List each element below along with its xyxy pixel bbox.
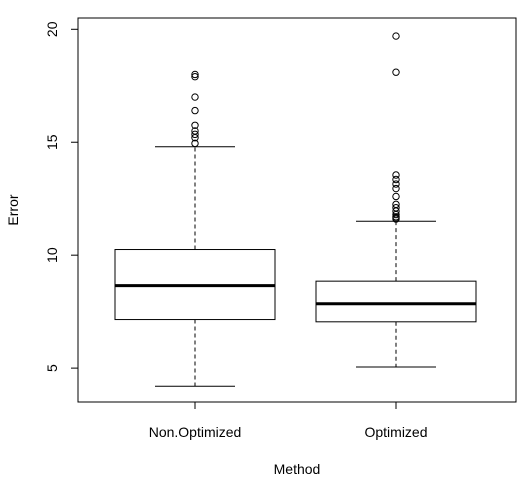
outlier-point bbox=[191, 73, 199, 81]
y-tick-label: 15 bbox=[44, 134, 60, 150]
x-tick-label: Non.Optimized bbox=[149, 424, 242, 440]
outlier-point bbox=[392, 171, 400, 179]
y-tick-label: 5 bbox=[44, 364, 60, 372]
outlier-point bbox=[392, 192, 400, 201]
outlier-point bbox=[392, 175, 400, 184]
outlier-point bbox=[392, 184, 400, 193]
outlier-point bbox=[191, 127, 199, 135]
box-optimized bbox=[315, 32, 477, 368]
outlier-point bbox=[191, 70, 199, 79]
x-tick-label: Optimized bbox=[364, 424, 427, 440]
outlier-point bbox=[392, 213, 400, 221]
box-non-optimized bbox=[114, 70, 276, 387]
outlier-point bbox=[191, 106, 199, 115]
plot-frame bbox=[77, 17, 517, 403]
outlier-point bbox=[392, 180, 400, 188]
outlier-point bbox=[191, 130, 199, 139]
y-axis-title: Error bbox=[5, 194, 21, 225]
outlier-point bbox=[191, 121, 199, 129]
x-axis-title: Method bbox=[274, 461, 321, 477]
outlier-point bbox=[392, 32, 400, 40]
y-axis: 5 10 15 20 bbox=[44, 21, 79, 372]
outlier-point bbox=[392, 68, 400, 76]
y-tick-label: 10 bbox=[44, 247, 60, 263]
outlier-point bbox=[392, 204, 400, 212]
x-axis: Non.Optimized Optimized bbox=[149, 401, 428, 440]
boxes-layer bbox=[114, 32, 477, 387]
outlier-point bbox=[191, 139, 199, 148]
outlier-point bbox=[191, 93, 199, 101]
y-tick-label: 20 bbox=[44, 21, 60, 37]
iqr-box bbox=[315, 280, 477, 323]
outlier-point bbox=[392, 200, 400, 209]
